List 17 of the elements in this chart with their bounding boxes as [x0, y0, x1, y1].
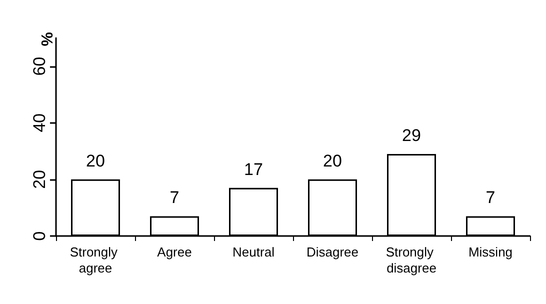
y-tick-label: 40 [30, 113, 49, 132]
x-tick-label: Agree [157, 244, 192, 260]
x-tick-label: Disagree [306, 244, 359, 260]
x-tick-label: Missing [468, 244, 513, 260]
y-tick-label: 20 [30, 170, 49, 189]
data-label: 20 [86, 151, 105, 170]
y-tick-label: 0 [30, 231, 49, 241]
x-tick-label: Strongly agree [70, 244, 122, 276]
data-label: 17 [244, 160, 263, 179]
x-tick-label: Neutral [232, 244, 275, 260]
data-label: 7 [486, 188, 496, 208]
data-label: 20 [323, 151, 342, 170]
data-label: 29 [402, 126, 421, 145]
x-tick-label: Strongly disagree [386, 244, 438, 276]
y-tick-label: 60 [30, 56, 49, 76]
data-label: 7 [170, 188, 180, 208]
y-axis-title: % [40, 32, 56, 46]
